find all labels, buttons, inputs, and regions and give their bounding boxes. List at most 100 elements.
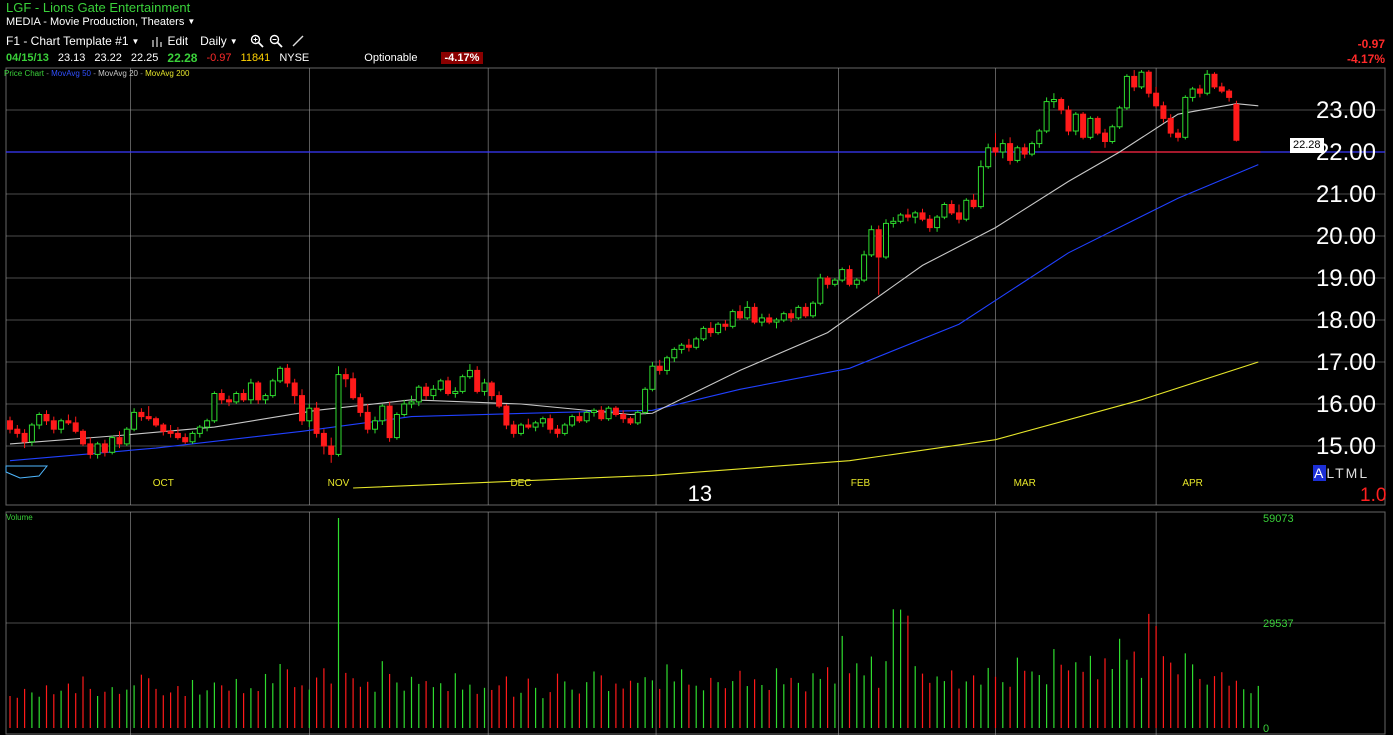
- tool-m[interactable]: M: [1345, 465, 1360, 481]
- candle-body: [50, 420, 57, 430]
- candle-body: [372, 420, 378, 430]
- candle-body: [189, 432, 196, 443]
- candle-body: [226, 399, 232, 403]
- candle-body: [1218, 86, 1225, 92]
- volume-tick-label: 29537: [1263, 618, 1294, 630]
- candle-body: [605, 407, 612, 420]
- candle-body: [883, 222, 889, 258]
- candle-body: [620, 414, 627, 420]
- candle-body: [1182, 96, 1189, 138]
- candle-body: [1043, 101, 1050, 132]
- zoom-in-icon: [250, 34, 264, 48]
- quote-exchange: NYSE: [279, 52, 310, 64]
- candle-body: [744, 306, 751, 319]
- candle-body: [985, 147, 992, 168]
- candle-body: [992, 147, 999, 153]
- candle-body: [466, 369, 473, 378]
- candle-body: [846, 269, 853, 285]
- industry-dropdown[interactable]: MEDIA - Movie Production, Theaters ▼: [6, 16, 195, 28]
- tool-l2[interactable]: L: [1359, 465, 1370, 481]
- candle-body: [773, 319, 780, 323]
- tool-t[interactable]: T: [1335, 465, 1346, 481]
- candle-body: [109, 437, 116, 453]
- chevron-down-icon: ▼: [187, 17, 196, 26]
- candle-body: [897, 214, 904, 222]
- candle-body: [576, 416, 583, 422]
- candle-body: [649, 365, 656, 390]
- legend-ma20[interactable]: MovAvg 20: [98, 69, 138, 78]
- candle-body: [970, 199, 977, 208]
- candle-body: [481, 382, 488, 392]
- candle-body: [240, 393, 247, 401]
- candle-body: [824, 277, 831, 285]
- candle-body: [284, 367, 291, 384]
- zoom-out-button[interactable]: [269, 34, 283, 48]
- candle-body: [1072, 113, 1079, 132]
- quote-line: 04/15/13 23.13 23.22 22.25 22.28 -0.97 1…: [6, 51, 484, 65]
- candle-body: [1211, 73, 1218, 88]
- candle-body: [963, 199, 970, 220]
- zoom-out-icon: [269, 34, 283, 48]
- candle-body: [291, 382, 298, 397]
- edit-button[interactable]: Edit: [151, 34, 188, 48]
- candle-body: [1014, 147, 1021, 161]
- candle-body: [518, 424, 524, 434]
- candle-body: [401, 403, 408, 415]
- candle-body: [707, 327, 714, 334]
- candle-body: [853, 279, 860, 285]
- symbol-title[interactable]: LGF - Lions Gate Entertainment: [6, 0, 191, 15]
- period-dropdown[interactable]: Daily ▼: [200, 34, 238, 48]
- candle-body: [861, 254, 868, 281]
- quote-open: 23.13: [57, 52, 86, 64]
- candle-body: [452, 390, 459, 394]
- draw-tool-button[interactable]: [291, 34, 305, 48]
- legend-ma200[interactable]: MovAvg 200: [145, 69, 190, 78]
- chart-header: LGF - Lions Gate Entertainment MEDIA - M…: [0, 0, 1393, 68]
- candle-body: [1196, 88, 1203, 94]
- tool-a[interactable]: A: [1313, 465, 1327, 481]
- legend-sep: -: [91, 69, 99, 78]
- candle-body: [598, 409, 605, 420]
- candle-body: [1138, 71, 1145, 88]
- candle-body: [802, 306, 809, 317]
- template-dropdown[interactable]: F1 - Chart Template #1 ▼: [6, 34, 139, 48]
- chevron-down-icon: ▼: [229, 36, 238, 46]
- candle-body: [912, 212, 919, 218]
- month-label: OCT: [153, 478, 174, 489]
- legend-sep: -: [137, 69, 146, 78]
- candle-body: [1050, 99, 1057, 103]
- zoom-in-button[interactable]: [250, 34, 264, 48]
- candle-body: [715, 323, 722, 334]
- candle-body: [1116, 107, 1123, 128]
- candle-body: [532, 422, 539, 428]
- candle-body: [948, 204, 955, 214]
- candle-body: [415, 386, 422, 403]
- candle-body: [28, 424, 35, 443]
- candle-body: [247, 382, 254, 401]
- candle-body: [1058, 99, 1065, 111]
- axis-labels: 23.00 22.00 21.00 20.00 19.00 18.00 17.00 16.00…: [5, 97, 1376, 735]
- y-tick-label: 18.00: [1316, 307, 1376, 334]
- candle-body: [1065, 109, 1072, 132]
- candle-body: [1153, 92, 1160, 107]
- candle-body: [357, 397, 364, 413]
- legend-ma50[interactable]: MovAvg 50: [51, 69, 91, 78]
- candle-body: [1094, 117, 1101, 134]
- candle-body: [87, 443, 94, 455]
- right-change: -0.97: [1357, 37, 1385, 51]
- legend-price[interactable]: Price Chart: [4, 69, 45, 78]
- candle-body: [408, 401, 415, 405]
- scale-value: 1.0: [1360, 485, 1387, 506]
- quote-close: 22.28: [167, 51, 198, 65]
- tool-l[interactable]: L: [1326, 465, 1336, 481]
- candle-body: [664, 357, 670, 371]
- candle-body: [1109, 126, 1116, 143]
- alert-line-tools: ALTML: [1313, 465, 1369, 481]
- candle-body: [379, 405, 386, 422]
- candle-body: [795, 306, 802, 319]
- candle-body: [1123, 75, 1130, 109]
- pencil-icon: [292, 35, 304, 47]
- candle-body: [1080, 113, 1087, 138]
- candle-body: [299, 395, 305, 422]
